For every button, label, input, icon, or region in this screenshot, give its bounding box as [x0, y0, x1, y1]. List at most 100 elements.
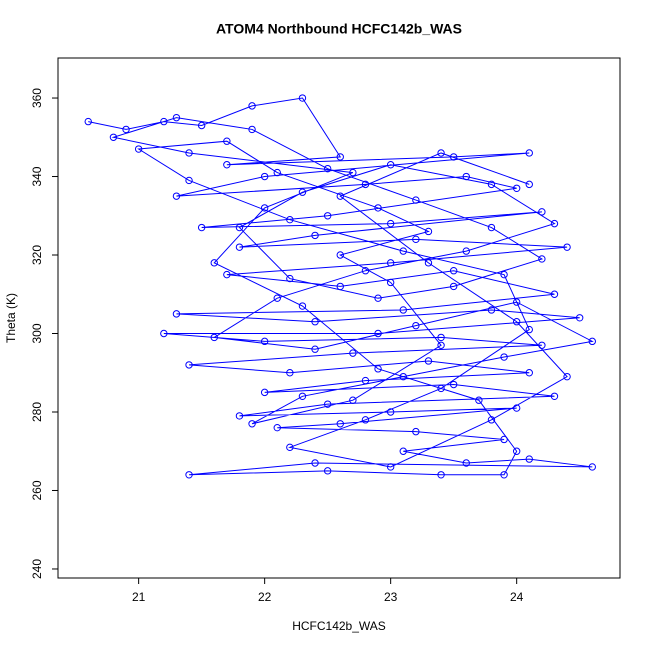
data-point — [311, 345, 319, 353]
data-point — [298, 188, 307, 196]
data-point — [500, 471, 508, 479]
data-point — [449, 153, 458, 161]
data-point — [273, 168, 281, 177]
data-point — [172, 192, 181, 200]
data-point — [298, 392, 307, 400]
data-point — [273, 294, 281, 302]
data-point — [286, 274, 294, 283]
data-point — [160, 117, 168, 126]
data-point — [386, 219, 395, 228]
data-point — [525, 149, 533, 157]
data-point — [386, 161, 395, 169]
data-point — [210, 259, 218, 267]
y-tick-label: 300 — [30, 323, 44, 343]
data-point — [412, 321, 420, 330]
data-point — [412, 235, 420, 244]
data-point — [197, 121, 206, 130]
data-point — [399, 447, 407, 455]
data-point — [185, 361, 193, 369]
chart-title: ATOM4 Northbound HCFC142b_WAS — [216, 21, 462, 37]
data-point — [349, 168, 357, 177]
data-point — [260, 388, 269, 397]
data-point — [223, 161, 231, 169]
data-point — [185, 176, 193, 185]
data-point — [323, 212, 332, 220]
data-point — [462, 247, 470, 255]
x-tick-label: 23 — [384, 590, 398, 604]
data-point — [248, 420, 256, 428]
data-point — [336, 420, 344, 428]
y-tick-label: 320 — [30, 245, 44, 265]
data-point — [500, 435, 508, 444]
data-point — [487, 306, 496, 314]
data-point — [311, 231, 319, 240]
data-point — [235, 412, 244, 420]
data-point — [311, 318, 319, 326]
data-point — [273, 423, 281, 432]
data-point — [374, 204, 382, 212]
data-point — [109, 133, 118, 141]
data-point — [538, 255, 546, 263]
data-point — [374, 294, 382, 302]
data-point — [437, 333, 445, 342]
data-point — [563, 372, 571, 381]
data-point — [349, 396, 357, 404]
data-point — [525, 369, 533, 377]
data-point — [185, 471, 193, 479]
data-point — [386, 278, 395, 287]
data-point — [588, 463, 596, 471]
data-point — [210, 333, 218, 342]
y-tick-label: 360 — [30, 88, 44, 108]
data-point — [361, 180, 370, 189]
data-point — [336, 153, 344, 161]
data-point — [437, 471, 445, 479]
data-point — [525, 325, 533, 334]
data-point — [349, 349, 357, 357]
data-point — [500, 270, 508, 279]
data-point — [172, 310, 181, 318]
data-point — [525, 180, 533, 189]
data-point — [122, 125, 130, 134]
data-point — [512, 184, 521, 192]
data-point — [563, 243, 571, 251]
data-point — [437, 384, 445, 393]
data-point — [462, 172, 470, 181]
data-point — [500, 353, 508, 361]
data-point — [185, 149, 193, 157]
data-point — [550, 219, 559, 228]
data-point — [235, 223, 244, 232]
data-point — [512, 298, 521, 306]
data-point — [336, 192, 344, 200]
series-line — [88, 97, 594, 476]
y-tick-label: 240 — [30, 559, 44, 579]
data-point — [260, 204, 269, 212]
data-point — [538, 208, 546, 216]
data-point — [550, 290, 559, 298]
y-tick-label: 280 — [30, 402, 44, 422]
data-point — [449, 282, 458, 291]
data-point — [424, 259, 433, 267]
data-point — [399, 372, 407, 381]
x-tick-label: 22 — [258, 590, 272, 604]
data-point — [323, 164, 332, 173]
data-point — [134, 145, 143, 153]
data-point — [449, 267, 458, 275]
data-point — [512, 318, 521, 326]
data-point — [197, 223, 206, 232]
data-point — [260, 172, 269, 181]
data-point — [487, 180, 496, 189]
data-point — [298, 302, 307, 310]
data-point — [449, 380, 458, 389]
data-point — [235, 243, 244, 251]
data-point — [424, 227, 433, 236]
data-point — [323, 400, 332, 408]
data-point — [223, 137, 231, 145]
data-point — [475, 396, 483, 404]
data-point — [412, 196, 420, 204]
data-point — [248, 102, 256, 110]
data-point — [399, 306, 407, 314]
data-point — [311, 459, 319, 467]
data-point — [84, 117, 92, 126]
data-point — [286, 369, 294, 377]
